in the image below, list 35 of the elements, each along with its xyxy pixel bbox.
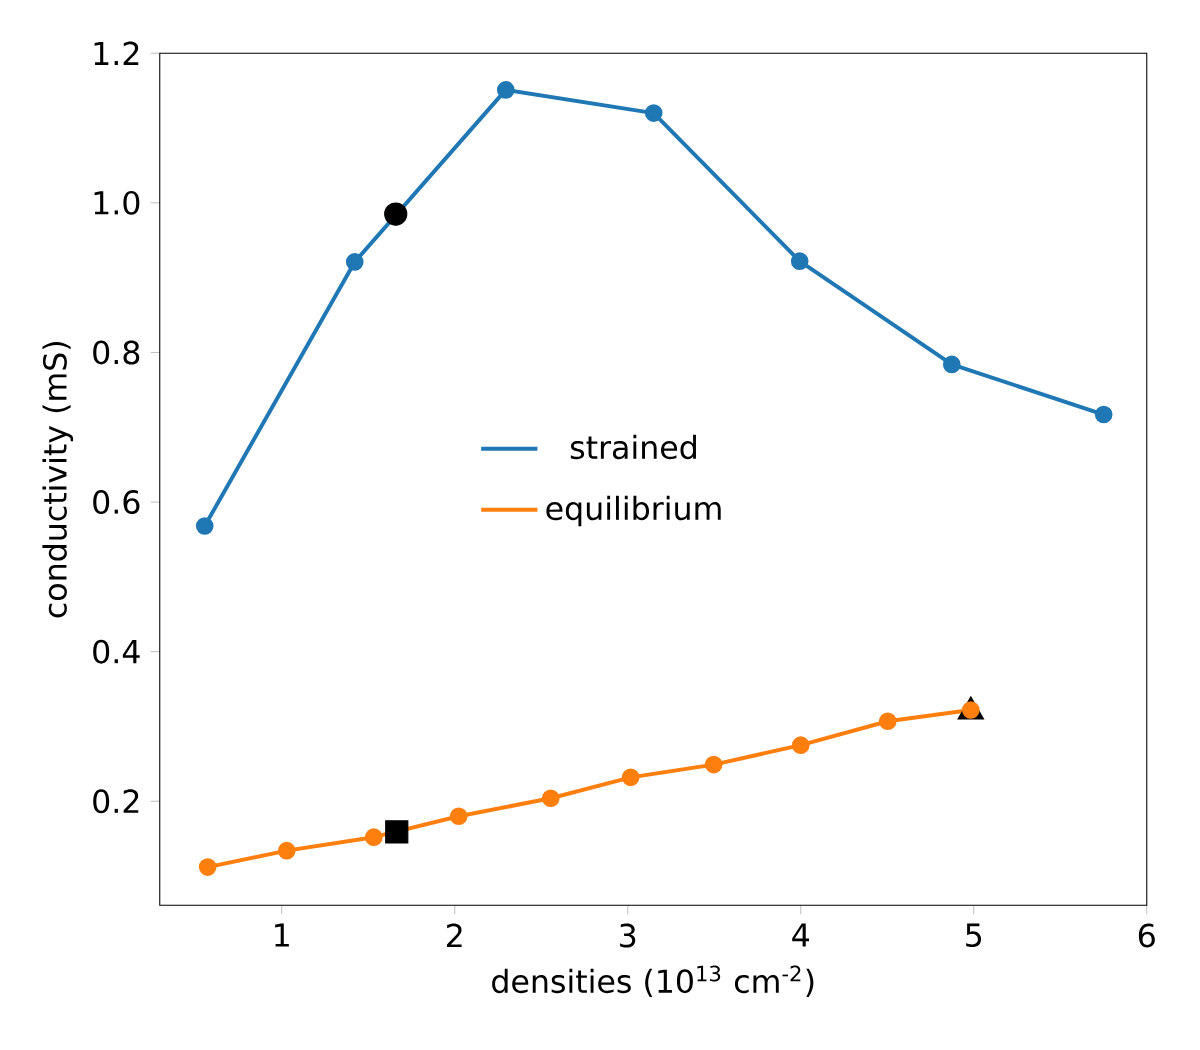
x-tick-label: 5 xyxy=(966,923,982,948)
point xyxy=(1094,405,1113,424)
point xyxy=(644,104,663,122)
x-tick-label: 4 xyxy=(792,923,810,947)
point xyxy=(496,81,515,99)
y-tick-label: 0.4 xyxy=(93,639,140,664)
y-tick-label: 1.0 xyxy=(94,190,140,215)
point xyxy=(198,858,217,876)
x-tick-label: 6 xyxy=(1138,923,1155,948)
x-tick-label: 3 xyxy=(620,923,636,948)
x-axis-title: densities (10$^{13}$ cm$^{-2}$) xyxy=(492,965,814,997)
point xyxy=(384,202,408,226)
point xyxy=(277,841,296,860)
point xyxy=(541,789,560,808)
point xyxy=(790,252,809,271)
y-tick-label: 0.8 xyxy=(93,340,140,365)
point xyxy=(878,712,897,731)
point xyxy=(942,355,961,374)
y-axis-title: conductivity (mS) xyxy=(42,342,74,618)
y-tick-label: 0.6 xyxy=(93,490,140,515)
point xyxy=(195,517,214,535)
point xyxy=(791,736,810,755)
point xyxy=(704,755,723,774)
y-tick-label: 0.2 xyxy=(93,789,139,814)
point xyxy=(385,820,409,844)
x-tick-label: 1 xyxy=(275,923,289,947)
legend-label: strained xyxy=(570,434,696,460)
point xyxy=(621,768,640,787)
legend-label: equilibrium xyxy=(546,495,721,527)
y-tick-label: 1.2 xyxy=(94,41,139,65)
point xyxy=(364,828,383,847)
point xyxy=(449,807,468,826)
x-tick-label: 2 xyxy=(446,923,462,948)
point xyxy=(961,701,980,719)
point xyxy=(345,253,364,271)
